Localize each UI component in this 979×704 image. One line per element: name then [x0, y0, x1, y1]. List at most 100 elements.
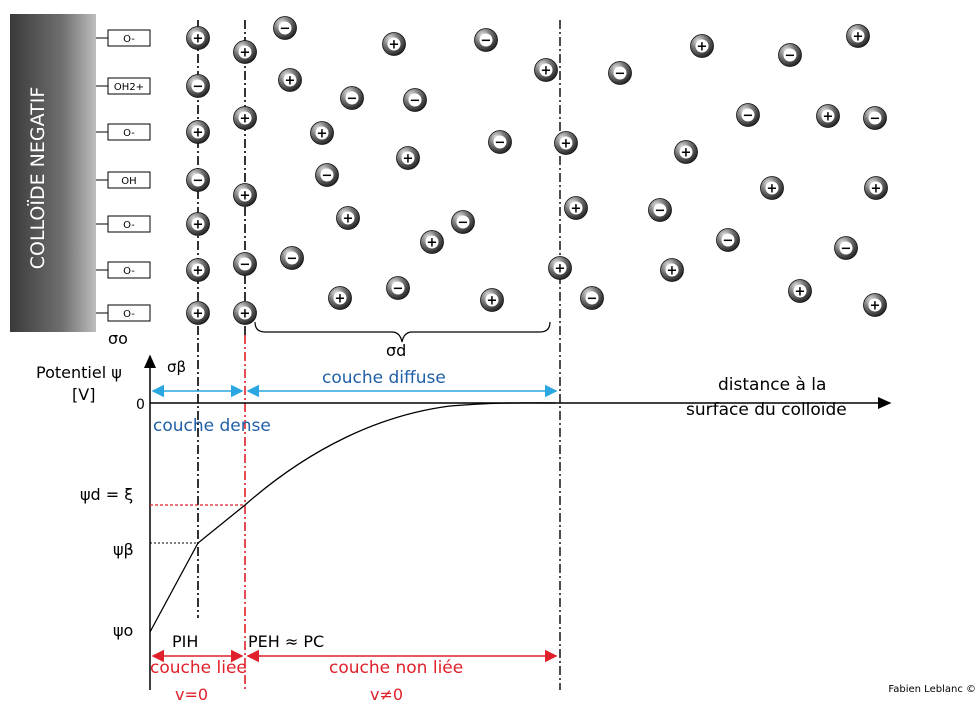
cation-ion: + [420, 230, 444, 254]
cation-ion: + [816, 104, 840, 128]
anion-ion: − [386, 276, 410, 300]
surface-group-label: O- [123, 220, 135, 231]
unbound-layer-label: couche non liée [329, 658, 463, 678]
svg-text:+: + [823, 110, 834, 125]
svg-text:+: + [697, 40, 708, 55]
svg-text:+: + [403, 152, 414, 167]
anion-ion: − [863, 106, 887, 130]
svg-text:+: + [541, 64, 552, 79]
svg-text:−: − [287, 252, 298, 267]
anion-ion: − [186, 168, 210, 192]
svg-text:−: − [481, 34, 492, 49]
svg-text:−: − [458, 216, 469, 231]
svg-text:+: + [317, 127, 328, 142]
x-axis-label-line1: distance à la [718, 375, 826, 395]
surface-group-label: OH [121, 176, 136, 187]
surface-group: O- [96, 304, 151, 322]
cation-ion: + [480, 288, 504, 312]
cation-ion: + [548, 256, 572, 280]
diffuse-layer-label: couche diffuse [322, 368, 446, 388]
svg-text:−: − [615, 67, 626, 82]
cation-ion: + [186, 258, 210, 282]
cation-ion: + [846, 24, 870, 48]
svg-text:−: − [193, 80, 204, 95]
colloid-block [10, 14, 96, 332]
anion-ion: − [273, 16, 297, 40]
svg-text:+: + [193, 218, 204, 233]
anion-ion: − [340, 86, 364, 110]
svg-text:+: + [681, 146, 692, 161]
psi-beta-label: ψβ [113, 540, 134, 559]
surface-group: OH2+ [96, 77, 151, 95]
cation-ion: + [690, 34, 714, 58]
surface-group: O- [96, 215, 151, 233]
pih-label: PIH [172, 632, 198, 651]
bound-layer-label: couche liée [150, 658, 247, 678]
cation-ion: + [863, 293, 887, 317]
surface-group-label: O- [123, 34, 135, 45]
potential-curve [149, 402, 557, 633]
anion-ion: − [778, 43, 802, 67]
surface-group-label: OH2+ [114, 82, 144, 93]
svg-text:−: − [347, 92, 358, 107]
credit-text: Fabien Leblanc © [888, 684, 976, 695]
psi-d-label: ψd = ξ [80, 485, 133, 504]
svg-text:+: + [667, 264, 678, 279]
cation-ion: + [186, 26, 210, 50]
cation-ion: + [760, 176, 784, 200]
svg-text:+: + [240, 307, 251, 322]
x-axis-label-line2: surface du colloïde [686, 400, 847, 420]
cation-ion: + [336, 206, 360, 230]
cation-ion: + [382, 32, 406, 56]
cation-ion: + [186, 301, 210, 325]
svg-text:−: − [785, 49, 796, 64]
anion-ion: − [716, 228, 740, 252]
svg-text:+: + [240, 46, 251, 61]
y-axis-label-line2: [V] [72, 385, 95, 404]
svg-text:+: + [240, 189, 251, 204]
surface-group: OH [96, 171, 151, 189]
anion-ion: − [736, 103, 760, 127]
cation-ion: + [186, 120, 210, 144]
svg-text:+: + [561, 137, 572, 152]
svg-text:−: − [393, 282, 404, 297]
y-axis-label-line1: Potentiel ψ [36, 363, 122, 382]
psi-0-label: ψo [113, 621, 133, 640]
anion-ion: − [280, 246, 304, 270]
cation-ion: + [534, 58, 558, 82]
anion-ion: − [474, 28, 498, 52]
cation-ion: + [310, 121, 334, 145]
sigma-d-label: σd [386, 341, 406, 360]
svg-text:−: − [870, 112, 881, 127]
svg-text:−: − [193, 174, 204, 189]
svg-text:+: + [767, 182, 778, 197]
surface-group-label: O- [123, 266, 135, 277]
svg-text:+: + [285, 74, 296, 89]
anion-ion: − [834, 236, 858, 260]
svg-text:+: + [193, 264, 204, 279]
svg-text:−: − [587, 292, 598, 307]
anion-ion: − [608, 61, 632, 85]
colloid-label: COLLOÏDE NEGATIF [26, 87, 49, 270]
anion-ion: − [233, 252, 257, 276]
cation-ion: + [864, 176, 888, 200]
cation-ion: + [278, 68, 302, 92]
v-nonzero-label: v≠0 [370, 685, 403, 704]
zero-label: 0 [136, 397, 145, 413]
svg-text:−: − [743, 109, 754, 124]
anion-ion: − [315, 163, 339, 187]
svg-text:−: − [723, 234, 734, 249]
cation-ion: + [396, 146, 420, 170]
cation-ion: + [233, 40, 257, 64]
svg-text:+: + [853, 30, 864, 45]
cation-ion: + [554, 131, 578, 155]
surface-group-label: O- [123, 309, 135, 320]
svg-text:+: + [193, 126, 204, 141]
cation-ion: + [660, 258, 684, 282]
surface-group: O- [96, 261, 151, 279]
sigma-beta-label: σβ [167, 358, 186, 376]
surface-group: O- [96, 123, 151, 141]
cation-ion: + [186, 212, 210, 236]
cation-ion: + [674, 140, 698, 164]
svg-text:−: − [495, 136, 506, 151]
